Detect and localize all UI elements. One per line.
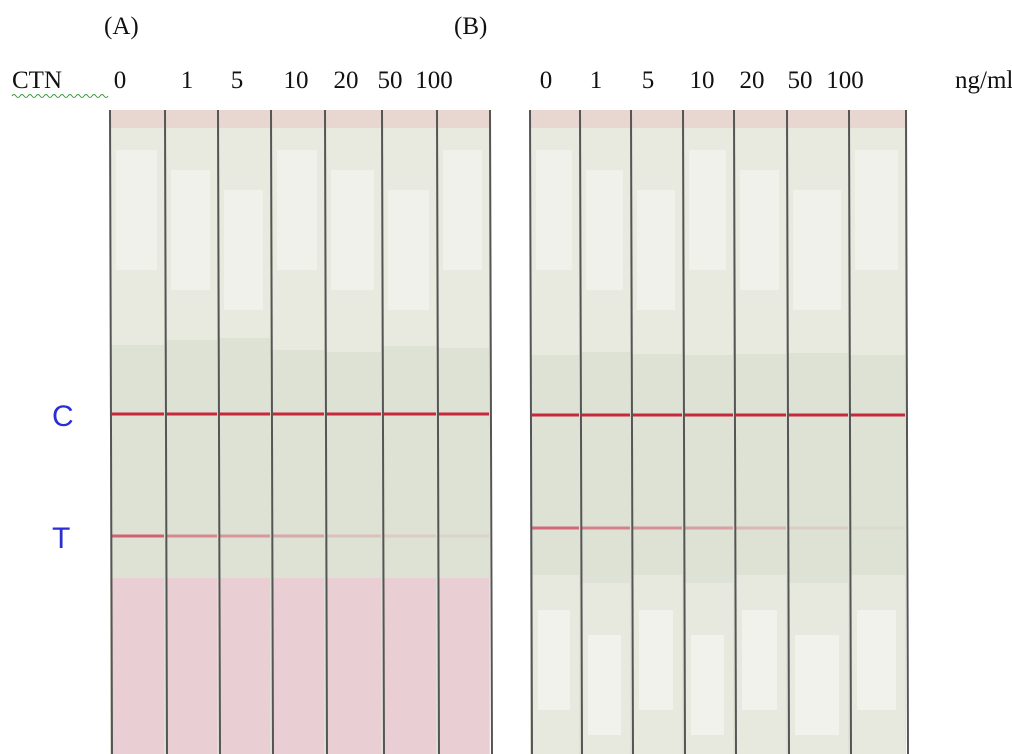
figure: (A) (B) CTN ng/ml C T 0 1 5 10 20 50 100 0 1 5 10 2… [0,0,1012,754]
strip-absorbent-pad [438,578,489,754]
strip-sheen [224,190,263,310]
photo-panel: 0 1 5 10 20 50 100 [530,67,908,754]
strip-top-end [530,110,580,130]
concentration-label: 50 [378,67,403,94]
strip-membrane [383,346,436,578]
row-label: CTN [12,67,62,94]
strip-absorbent-pad [383,578,436,754]
strip-membrane [326,352,381,578]
strip-divider [490,110,492,754]
concentration-label: 10 [690,67,715,94]
strip-top-end [165,110,218,130]
strip-sheen [637,190,675,310]
concentration-label: 5 [642,67,655,94]
strip-sheen [331,170,374,290]
strip-absorbent-pad [326,578,381,754]
strip-sheen [443,150,482,270]
strip-sheen [639,610,673,710]
panel-label: (B) [454,13,487,40]
strip-top-end [849,110,906,130]
strip-photos: 0 1 5 10 20 50 100 0 1 5 10 20 50 100 [110,67,908,754]
strip-absorbent-pad [219,578,270,754]
strip-sheen [742,610,777,710]
strip-membrane [111,345,164,578]
test-line-label: T [52,522,70,555]
strip-membrane [850,355,905,575]
panel-label: (A) [104,13,139,40]
strip-sheen [116,150,157,270]
strip-top-end [734,110,787,130]
concentration-label: 10 [284,67,309,94]
strip-sheen [277,150,317,270]
strip-membrane [531,355,579,575]
strip-top-end [218,110,271,130]
spell-underline [12,95,108,98]
strip-sheen [538,610,570,710]
strip-sheen [586,170,623,290]
concentration-label: 0 [114,67,127,94]
strip-membrane [735,354,786,575]
strip-membrane [219,338,270,578]
strip-sheen [536,150,572,270]
control-line-label: C [52,400,74,433]
strip-membrane [581,352,630,575]
concentration-label: 0 [540,67,553,94]
concentration-label: 1 [590,67,603,94]
strip-top-end [580,110,631,130]
strip-sheen [691,635,724,735]
strip-sheen [793,190,841,310]
concentration-label: 5 [231,67,244,94]
concentration-label: 100 [826,67,864,94]
strip-sheen [588,635,621,735]
strip-divider [906,110,908,754]
strip-top-end [683,110,734,130]
strip-top-end [271,110,325,130]
strip-sheen [795,635,839,735]
strip-sheen [388,190,429,310]
strip-sheen [740,170,779,290]
concentration-label: 100 [415,67,453,94]
strip-membrane [438,348,489,578]
strip-membrane [632,354,682,575]
strip-top-end [437,110,490,130]
concentration-label: 20 [334,67,359,94]
concentration-label: 20 [740,67,765,94]
strip-absorbent-pad [166,578,217,754]
strip-absorbent-pad [272,578,324,754]
strip-top-end [110,110,165,130]
strip-top-end [382,110,437,130]
strip-top-end [325,110,382,130]
strip-absorbent-pad [111,578,164,754]
photo-panel: 0 1 5 10 20 50 100 [110,67,492,754]
strip-membrane [788,353,848,575]
concentration-label: 1 [181,67,194,94]
concentration-label: 50 [788,67,813,94]
unit-label: ng/ml [955,67,1012,94]
strip-membrane [272,350,324,578]
strip-sheen [689,150,726,270]
strip-top-end [787,110,849,130]
strip-top-end [631,110,683,130]
strip-sheen [171,170,210,290]
strip-sheen [857,610,896,710]
strip-sheen [855,150,898,270]
strip-membrane [684,355,733,575]
strip-membrane [166,340,217,578]
